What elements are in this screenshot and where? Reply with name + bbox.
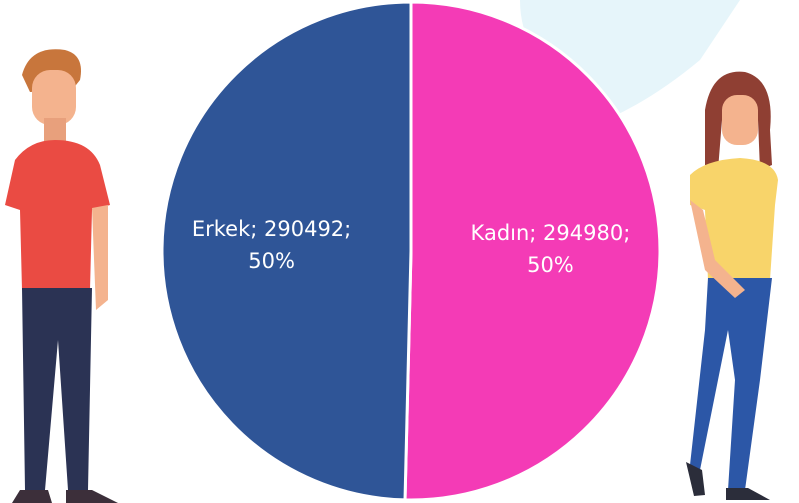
page: {"chart_data": {"type": "pie", "categori… <box>0 0 799 503</box>
chart <box>0 0 799 503</box>
data-label: Kadın; 294980; 50% <box>465 217 635 281</box>
man-illustration <box>5 49 118 503</box>
woman-illustration <box>686 72 778 500</box>
data-label: Erkek; 290492; 50% <box>187 213 357 277</box>
